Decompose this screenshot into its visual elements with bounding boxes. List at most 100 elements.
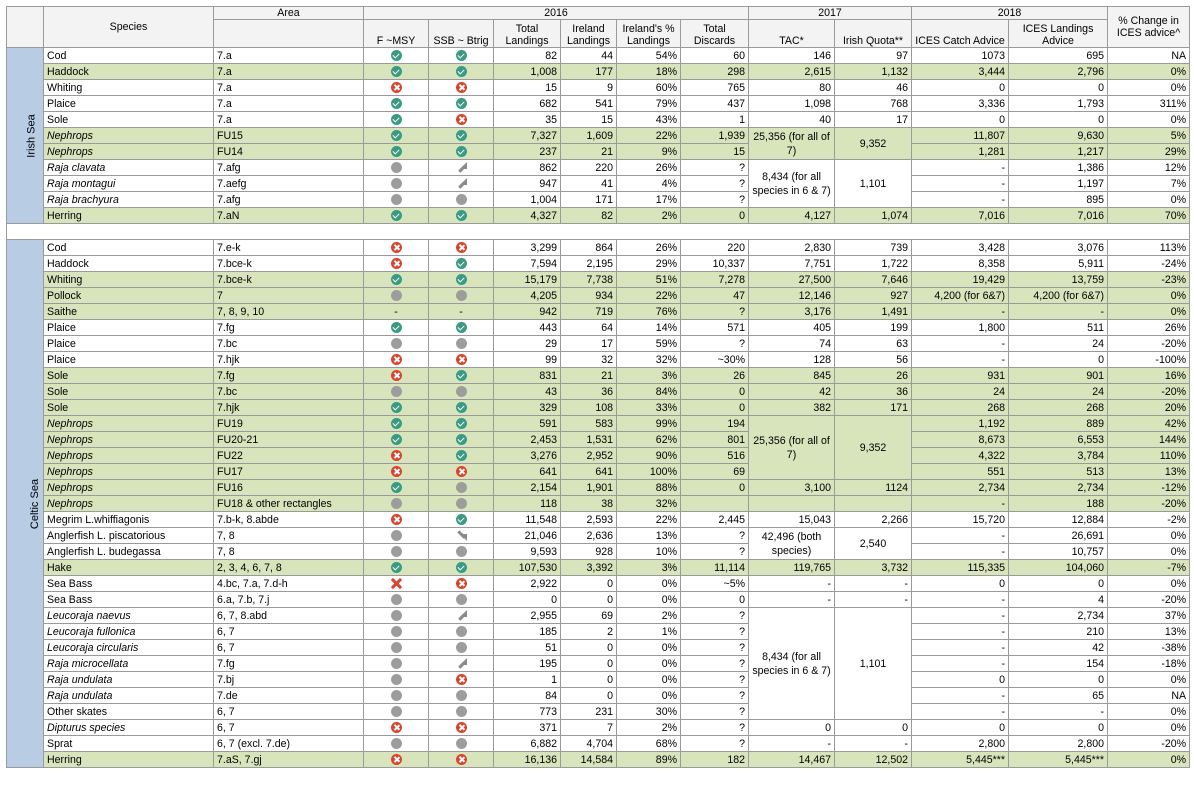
total-discards-cell: ? bbox=[679, 623, 750, 640]
table-row: Nephrops FU22 3,276 2,952 90% 516 4,322 3,784 11… bbox=[7, 447, 1191, 464]
table-row: Herring 7.aS, 7.gj 16,136 14,584 89% 182 14,46… bbox=[7, 751, 1191, 768]
unknown-circle-icon bbox=[455, 290, 467, 302]
fmsy-cell bbox=[363, 351, 429, 368]
check-circle-icon bbox=[390, 322, 402, 334]
check-circle-icon bbox=[455, 50, 467, 62]
fmsy-cell bbox=[363, 495, 429, 512]
table-row: Raja clavata 7.afg 862 220 26%? 8,434 (for al… bbox=[7, 159, 1191, 208]
ireland-landings-cell: 0 bbox=[560, 639, 617, 656]
header-total-discards: Total Discards bbox=[679, 19, 750, 48]
ices-catch-cell: - bbox=[911, 175, 1010, 192]
ireland-landings-cell: 14,584 bbox=[560, 751, 617, 768]
ireland-landings-cell: 220 bbox=[560, 159, 617, 176]
species-cell: Hake bbox=[43, 559, 214, 576]
fmsy-cell bbox=[363, 751, 429, 768]
total-discards-cell: ? bbox=[679, 703, 750, 720]
total-landings-cell: 3,276 bbox=[493, 447, 561, 464]
total-landings-cell: 3,299 bbox=[493, 239, 561, 256]
tac-merged-cell: 25,356 (for all of 7) bbox=[748, 415, 836, 480]
ireland-pct-cell: 99% bbox=[616, 415, 681, 432]
table-row: Plaice 7.fg 443 64 14% 571 405 199 1,800 511 26% bbox=[7, 319, 1191, 336]
ireland-pct-cell: 26% bbox=[616, 239, 681, 256]
ices-catch-cell: - bbox=[911, 159, 1010, 176]
total-landings-cell: 185 bbox=[493, 623, 561, 640]
ireland-landings-cell: 0 bbox=[560, 687, 617, 704]
ssb-cell bbox=[428, 607, 494, 624]
ireland-pct-cell: 51% bbox=[616, 271, 681, 288]
unknown-circle-icon bbox=[455, 386, 467, 398]
pct-change-cell: 0% bbox=[1107, 703, 1191, 720]
table-row: Sprat 6, 7 (excl. 7.de) 6,882 4,704 68%? - -2,… bbox=[7, 735, 1191, 752]
total-discards-cell: 0 bbox=[679, 207, 750, 224]
x-circle-icon bbox=[455, 674, 467, 686]
ireland-pct-cell: 3% bbox=[616, 559, 681, 576]
tac-cell: 382 bbox=[748, 399, 836, 416]
ices-landings-cell: 24 bbox=[1008, 335, 1109, 352]
pct-change-cell: NA bbox=[1107, 47, 1191, 64]
total-discards-cell: 1 bbox=[679, 111, 750, 128]
ices-catch-cell: 4,200 (for 6&7) bbox=[911, 287, 1010, 304]
ireland-pct-cell: 43% bbox=[616, 111, 681, 128]
total-landings-cell: 2,922 bbox=[493, 575, 561, 592]
pct-change-cell: 13% bbox=[1107, 463, 1191, 480]
total-discards-cell: ? bbox=[679, 687, 750, 704]
species-cell: Cod bbox=[43, 47, 214, 64]
tac-cell: 0 bbox=[748, 719, 836, 736]
irish-quota-cell: 17 bbox=[834, 111, 913, 128]
unknown-circle-icon bbox=[390, 546, 402, 558]
unknown-circle-icon bbox=[455, 738, 467, 750]
ices-landings-cell: 5,445*** bbox=[1008, 751, 1109, 768]
fmsy-cell bbox=[363, 175, 429, 192]
ireland-landings-cell: 3,392 bbox=[560, 559, 617, 576]
pct-change-cell: 311% bbox=[1107, 95, 1191, 112]
ireland-landings-cell: 36 bbox=[560, 383, 617, 400]
species-cell: Haddock bbox=[43, 255, 214, 272]
x-circle-icon bbox=[455, 354, 467, 366]
total-landings-cell: 591 bbox=[493, 415, 561, 432]
total-landings-cell: 443 bbox=[493, 319, 561, 336]
ices-landings-cell: 889 bbox=[1008, 415, 1109, 432]
total-discards-cell: 15 bbox=[679, 143, 750, 160]
ireland-landings-cell: 32 bbox=[560, 351, 617, 368]
check-circle-icon bbox=[390, 402, 402, 414]
ssb-cell bbox=[428, 111, 494, 128]
fisheries-advice-table: Species Area 2016 2017 2018 % Change in … bbox=[5, 6, 1191, 768]
x-circle-icon bbox=[455, 754, 467, 766]
table-row: Whiting 7.a 15 9 60% 765 80 46 0 0 0% bbox=[7, 79, 1191, 96]
tac-cell: 3,100 bbox=[748, 479, 836, 496]
x-circle-icon bbox=[455, 114, 467, 126]
fmsy-cell bbox=[363, 623, 429, 640]
ssb-cell bbox=[428, 447, 494, 464]
species-cell: Raja montagui bbox=[43, 175, 214, 192]
fmsy-cell bbox=[363, 719, 429, 736]
total-discards-cell: ? bbox=[679, 335, 750, 352]
table-row: Raja microcellata 7.fg 195 0 0%? -154 -18% bbox=[7, 655, 1191, 672]
ssb-cell bbox=[428, 639, 494, 656]
irish-quota-cell: 2,266 bbox=[834, 511, 913, 528]
total-discards-cell: ? bbox=[679, 655, 750, 672]
unknown-circle-icon bbox=[455, 690, 467, 702]
species-cell: Plaice bbox=[43, 95, 214, 112]
tac-cell: 27,500 bbox=[748, 271, 836, 288]
check-circle-icon bbox=[390, 66, 402, 78]
total-discards-cell: ? bbox=[679, 639, 750, 656]
irish-quota-cell: 768 bbox=[834, 95, 913, 112]
ssb-cell bbox=[428, 719, 494, 736]
trend-up-arrow-icon bbox=[456, 658, 467, 669]
ices-catch-cell: 3,444 bbox=[911, 63, 1010, 80]
ices-catch-cell: 11,807 bbox=[911, 127, 1010, 144]
species-cell: Plaice bbox=[43, 351, 214, 368]
species-cell: Anglerfish L. budegassa bbox=[43, 543, 214, 560]
trend-up-arrow-icon bbox=[456, 162, 467, 173]
total-landings-cell: 118 bbox=[493, 495, 561, 512]
ssb-cell bbox=[428, 671, 494, 688]
x-circle-icon bbox=[390, 258, 402, 270]
unknown-circle-icon bbox=[390, 594, 402, 606]
ireland-pct-cell: 84% bbox=[616, 383, 681, 400]
check-circle-icon bbox=[455, 258, 467, 270]
total-discards-cell: 298 bbox=[679, 63, 750, 80]
irish-quota-cell: 1124 bbox=[834, 479, 913, 496]
species-cell: Raja clavata bbox=[43, 159, 214, 176]
table-row: Anglerfish L. budegassa 7, 8 9,593 928 10%? -… bbox=[7, 543, 1191, 560]
total-discards-cell: 220 bbox=[679, 239, 750, 256]
